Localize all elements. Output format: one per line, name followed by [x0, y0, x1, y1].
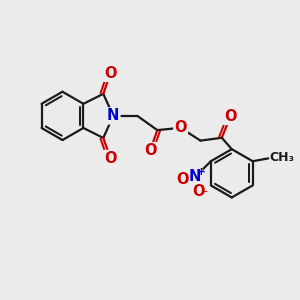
Text: O: O [176, 172, 189, 187]
Text: O: O [224, 109, 237, 124]
Text: N: N [189, 169, 201, 184]
Text: O: O [104, 66, 117, 81]
Text: O: O [144, 143, 156, 158]
Text: +: + [197, 167, 206, 177]
Text: N: N [107, 108, 119, 123]
Text: O: O [174, 120, 187, 135]
Text: O: O [192, 184, 204, 199]
Text: ⁻: ⁻ [201, 188, 207, 201]
Text: O: O [104, 151, 117, 166]
Text: CH₃: CH₃ [270, 151, 295, 164]
